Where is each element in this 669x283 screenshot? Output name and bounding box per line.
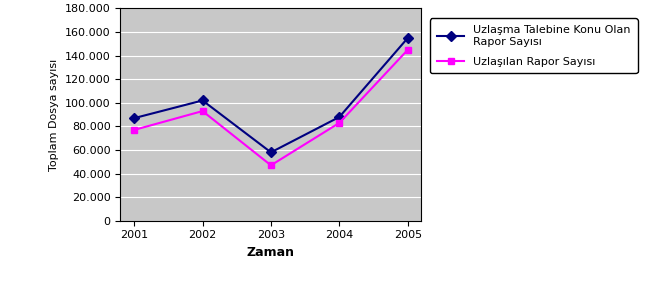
Legend: Uzlaşma Talebine Konu Olan
Rapor Sayısı, Uzlaşılan Rapor Sayısı: Uzlaşma Talebine Konu Olan Rapor Sayısı,… <box>430 18 638 73</box>
Y-axis label: Toplam Dosya sayısı: Toplam Dosya sayısı <box>50 59 60 171</box>
Uzlaşma Talebine Konu Olan
Rapor Sayısı <box>404 36 412 40</box>
X-axis label: Zaman: Zaman <box>247 246 295 259</box>
Uzlaşma Talebine Konu Olan
Rapor Sayısı <box>335 115 343 119</box>
Line: Uzlaşma Talebine Konu Olan
Rapor Sayısı: Uzlaşma Talebine Konu Olan Rapor Sayısı <box>130 35 411 156</box>
Uzlaşılan Rapor Sayısı <box>267 164 275 167</box>
Uzlaşılan Rapor Sayısı <box>199 109 207 113</box>
Uzlaşma Talebine Konu Olan
Rapor Sayısı <box>267 151 275 154</box>
Uzlaşma Talebine Konu Olan
Rapor Sayısı <box>130 117 138 120</box>
Uzlaşılan Rapor Sayısı <box>335 121 343 125</box>
Uzlaşma Talebine Konu Olan
Rapor Sayısı <box>199 99 207 102</box>
Line: Uzlaşılan Rapor Sayısı: Uzlaşılan Rapor Sayısı <box>130 46 411 169</box>
Uzlaşılan Rapor Sayısı <box>404 48 412 52</box>
Uzlaşılan Rapor Sayısı <box>130 128 138 132</box>
